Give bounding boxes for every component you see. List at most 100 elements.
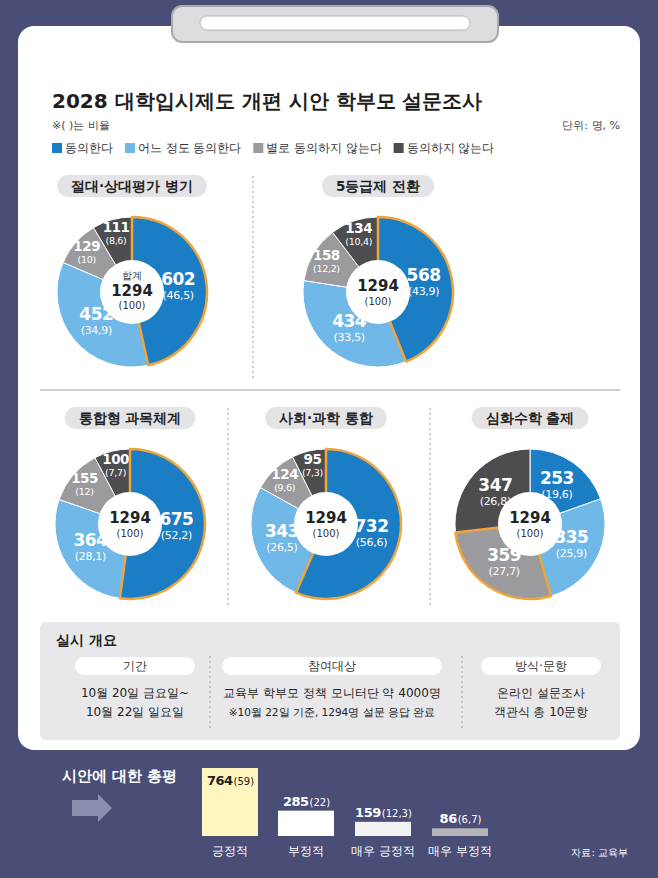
- data-label: 335: [554, 527, 588, 547]
- infographic: 2028 대학입시제도 개편 시안 학부모 설문조사※( )는 비율단위: 명,…: [0, 0, 658, 878]
- overview-line: 교육부 학부모 정책 모니터단 약 4000명: [223, 686, 441, 700]
- percent-label: (43,9): [408, 285, 439, 298]
- panel-title: 통합형 과목체계: [79, 410, 182, 426]
- percent-label: (10,4): [345, 236, 372, 247]
- percent-label: (8,6): [105, 235, 126, 246]
- pie-center: [98, 492, 162, 556]
- divider: [210, 656, 211, 730]
- percent-label: (19,6): [541, 488, 572, 501]
- center-total: 1294: [111, 282, 153, 300]
- divider: [253, 176, 254, 378]
- data-label: 158: [313, 247, 340, 263]
- pie-panel: 5등급제 전환1294(100)568(43,9)434(33,5)158(12…: [303, 175, 453, 367]
- bar: [202, 768, 258, 836]
- percent-label: (10): [78, 254, 96, 265]
- center-total: 1294: [509, 509, 551, 527]
- percent-label: (33,5): [334, 331, 365, 344]
- data-label: 159: [355, 805, 381, 820]
- percent-label: (7,3): [302, 467, 323, 478]
- summary-bar-chart: 시안에 대한 총평긍정적764(59)부정적285(22)매우 긍정적159(1…: [62, 767, 492, 858]
- center-total: 1294: [305, 509, 347, 527]
- overview-line: 10월 20일 금요일~: [81, 686, 189, 700]
- overview-line: ※10월 22일 기준, 1294명 설문 응답 완료: [229, 706, 436, 718]
- overview-line: 온라인 설문조사: [497, 686, 585, 700]
- legend-swatch: [52, 143, 62, 153]
- panel-title: 심화수학 출제: [486, 410, 575, 426]
- panel-title: 사회·과학 통합: [279, 410, 373, 426]
- arrow: [72, 794, 112, 822]
- column-head: 기간: [123, 659, 147, 673]
- pie-panel: 절대·상대평가 병기합계1294(100)602(46,5)452(34,9)1…: [57, 175, 207, 367]
- category-label: 부정적: [288, 844, 324, 858]
- panel-title-bg: [265, 407, 387, 429]
- category-label: 긍정적: [212, 844, 248, 858]
- data-label: 675: [159, 509, 193, 529]
- panel-title: 5등급제 전환: [336, 178, 420, 194]
- data-label: 359: [487, 545, 521, 565]
- pie-panel: 통합형 과목체계1294(100)675(52,2)364(28,1)155(1…: [55, 407, 205, 599]
- percent-label: (26,8): [480, 495, 511, 508]
- data-label: 95: [304, 451, 322, 467]
- clipboard-clip: [172, 6, 498, 42]
- percent-label: (52,2): [161, 529, 192, 542]
- legend-swatch: [253, 143, 263, 153]
- data-label: 134: [345, 220, 372, 236]
- slices: [303, 217, 453, 367]
- data-label: 732: [355, 516, 389, 536]
- data-label: 86: [440, 811, 458, 826]
- slices: [455, 449, 605, 599]
- percent-label: (26,5): [266, 541, 297, 554]
- unit: 단위: 명, %: [562, 119, 620, 132]
- background: [0, 0, 658, 878]
- category-label: 매우 긍정적: [351, 844, 415, 858]
- data-label: 343: [265, 521, 299, 541]
- divider: [228, 408, 229, 608]
- column-head-bg: [222, 657, 442, 675]
- data-label: 253: [540, 468, 574, 488]
- percent-label: (7,7): [105, 467, 126, 478]
- bar: [355, 822, 411, 836]
- panel-title: 절대·상대평가 병기: [71, 178, 193, 194]
- title: 2028 대학입시제도 개편 시안 학부모 설문조사: [52, 89, 482, 113]
- bar: [278, 811, 334, 836]
- column-head: 참여대상: [308, 659, 356, 673]
- data-label: 124: [271, 466, 298, 482]
- data-label: 111: [103, 219, 130, 235]
- divider: [40, 390, 620, 391]
- category-label: 매우 부정적: [428, 844, 492, 858]
- center-percent: (100): [119, 300, 146, 311]
- center-total: 1294: [109, 509, 151, 527]
- data-label: 452: [79, 304, 113, 324]
- data-label: 129: [73, 238, 100, 254]
- percent-label: (27,7): [489, 565, 520, 578]
- percent-label: (6,7): [458, 814, 482, 825]
- overview-box: [40, 622, 620, 740]
- legend-label: 동의한다: [65, 141, 113, 155]
- panel-title-bg: [65, 407, 196, 429]
- percent-label: (12,2): [313, 263, 340, 274]
- percent-label: (28,1): [75, 550, 106, 563]
- percent-label: (22): [310, 797, 331, 808]
- percent-label: (12,3): [382, 808, 412, 819]
- overview-title: 실시 개요: [56, 632, 117, 648]
- percent-label: (56,6): [356, 536, 387, 549]
- center-percent: (100): [117, 528, 144, 539]
- slices: [57, 217, 207, 367]
- slices: [55, 449, 205, 599]
- panel-title-bg: [57, 175, 207, 197]
- legend-label: 별로 동의하지 않는다: [266, 141, 381, 155]
- column-head-bg: [481, 657, 601, 675]
- data-label: 100: [102, 451, 129, 467]
- percent-label: (46,5): [163, 289, 194, 302]
- center-percent: (100): [365, 296, 392, 307]
- overview-line: 10월 22일 일요일: [86, 705, 184, 719]
- percent-label: (25,9): [556, 547, 587, 560]
- data-label: 364: [73, 530, 108, 550]
- source: 자료: 교육부: [571, 847, 628, 858]
- legend-swatch: [394, 143, 404, 153]
- panel-title-bg: [322, 175, 434, 197]
- clipboard-clip-slot: [200, 16, 470, 30]
- panel-title-bg: [472, 407, 589, 429]
- overview-line: 객관식 총 10문항: [494, 705, 589, 719]
- bar: [432, 828, 488, 836]
